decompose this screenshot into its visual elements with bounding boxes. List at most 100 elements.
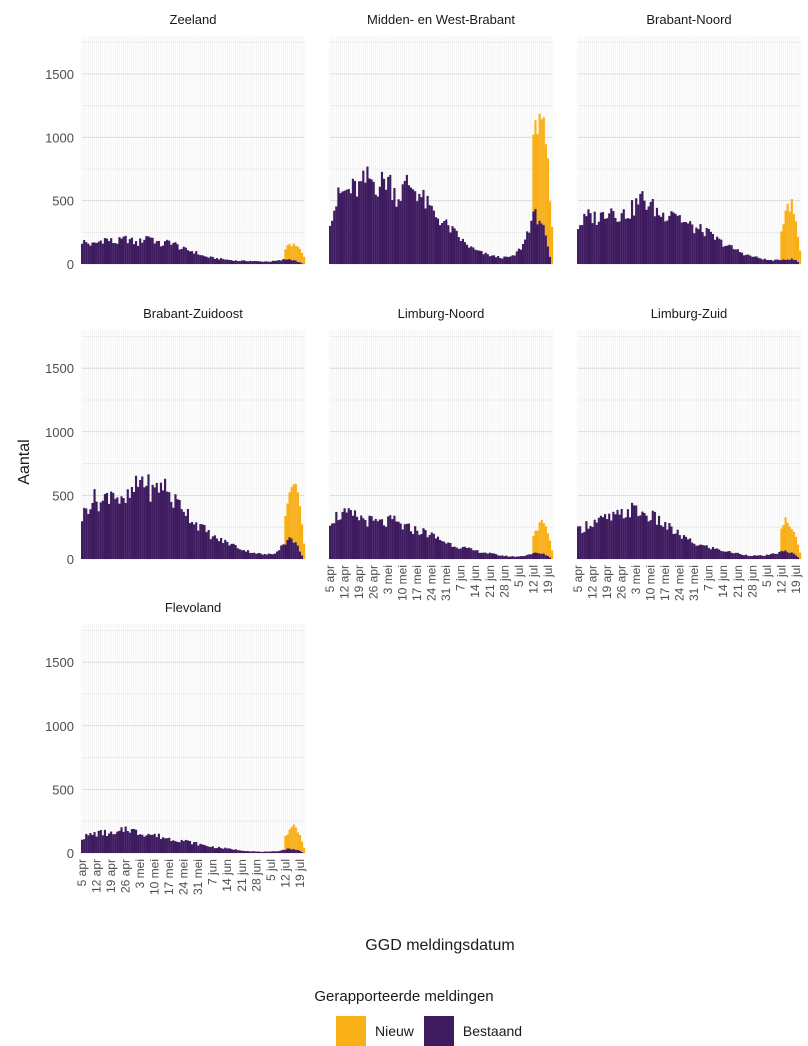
bar-nieuw <box>544 144 547 236</box>
bar-bestaand <box>178 249 181 264</box>
bar-bestaand <box>587 528 590 559</box>
bar-bestaand <box>796 261 800 264</box>
bar-bestaand <box>517 248 520 264</box>
bar-bestaand <box>238 261 241 264</box>
bar-bestaand <box>449 543 452 559</box>
bar-bestaand <box>767 260 771 264</box>
bar-bestaand <box>672 533 675 559</box>
bar-bestaand <box>465 244 469 264</box>
bar-bestaand <box>686 223 690 264</box>
bar-bestaand <box>201 844 204 853</box>
bar-bestaand <box>220 848 223 853</box>
bar-bestaand <box>736 249 739 264</box>
bar-bestaand <box>484 552 487 559</box>
bar-bestaand <box>271 851 275 853</box>
bar-bestaand <box>589 525 592 559</box>
bar-nieuw <box>546 158 550 247</box>
bar-bestaand <box>95 243 98 264</box>
bar-bestaand <box>499 257 502 264</box>
bar-bestaand <box>355 516 359 559</box>
bar-bestaand <box>391 200 394 264</box>
bar-bestaand <box>676 215 679 264</box>
bar-bestaand <box>273 260 277 264</box>
bar-bestaand <box>521 556 525 559</box>
bar-bestaand <box>601 517 605 559</box>
bar-bestaand <box>414 526 417 559</box>
bar-bestaand <box>772 260 775 264</box>
bar-nieuw <box>300 841 304 852</box>
bar-bestaand <box>432 533 435 559</box>
bar-bestaand <box>453 228 456 264</box>
bar-bestaand <box>364 520 367 559</box>
bar-nieuw <box>292 484 295 543</box>
bar-bestaand <box>372 520 375 559</box>
bar-bestaand <box>339 193 342 264</box>
bar-bestaand <box>792 259 795 264</box>
bar-bestaand <box>280 850 283 853</box>
bar-bestaand <box>226 848 229 853</box>
bar-bestaand <box>83 839 86 853</box>
bar-bestaand <box>205 532 208 559</box>
bar-bestaand <box>188 523 192 559</box>
bar-bestaand <box>267 261 270 264</box>
bar-nieuw <box>551 226 554 264</box>
bar-bestaand <box>612 211 615 264</box>
bar-bestaand <box>294 542 297 559</box>
bar-bestaand <box>244 551 248 559</box>
bar-bestaand <box>207 257 210 264</box>
bar-bestaand <box>703 545 706 559</box>
bar-nieuw <box>794 221 798 261</box>
bar-bestaand <box>409 531 413 559</box>
bar-bestaand <box>597 517 600 559</box>
bar-bestaand <box>643 200 646 264</box>
bar-bestaand <box>697 545 700 559</box>
x-tick-label: 5 apr <box>571 565 585 592</box>
bar-bestaand <box>672 212 675 264</box>
bar-nieuw <box>544 526 547 556</box>
bar-bestaand <box>651 199 654 264</box>
bar-bestaand <box>170 501 173 559</box>
bar-bestaand <box>610 520 613 559</box>
bar-bestaand <box>414 191 417 264</box>
bar-bestaand <box>548 557 552 559</box>
y-tick-label: 0 <box>67 552 74 567</box>
bar-bestaand <box>197 254 200 264</box>
bar-bestaand <box>603 218 607 264</box>
bar-bestaand <box>595 522 598 559</box>
bar-bestaand <box>524 555 527 559</box>
bar-bestaand <box>141 242 144 264</box>
bar-bestaand <box>261 261 264 264</box>
bar-bestaand <box>85 833 88 853</box>
bar-bestaand <box>530 220 533 264</box>
bar-bestaand <box>416 201 419 264</box>
bar-bestaand <box>480 552 483 559</box>
bar-bestaand <box>436 218 440 264</box>
bar-bestaand <box>351 515 355 559</box>
bar-bestaand <box>380 519 384 559</box>
bar-bestaand <box>579 526 582 559</box>
bar-bestaand <box>147 474 150 559</box>
bar-bestaand <box>126 489 129 559</box>
bar-bestaand <box>753 555 756 559</box>
bar-bestaand <box>486 254 489 264</box>
bar-bestaand <box>492 553 496 559</box>
bar-bestaand <box>521 244 525 264</box>
bar-bestaand <box>635 198 638 264</box>
bar-bestaand <box>788 553 791 559</box>
bar-bestaand <box>591 223 594 264</box>
bar-bestaand <box>172 242 175 264</box>
bar-bestaand <box>395 521 398 559</box>
bar-bestaand <box>267 553 270 559</box>
bar-bestaand <box>263 261 266 264</box>
bar-bestaand <box>501 555 504 559</box>
bar-bestaand <box>217 541 221 559</box>
bar-bestaand <box>180 839 183 853</box>
bar-nieuw <box>290 487 293 539</box>
bar-bestaand <box>114 498 117 559</box>
bar-bestaand <box>495 257 498 264</box>
x-tick-label: 12 jul <box>278 859 292 888</box>
bar-bestaand <box>689 221 692 264</box>
bar-bestaand <box>333 523 336 559</box>
bar-bestaand <box>143 239 146 264</box>
bar-bestaand <box>674 213 677 264</box>
